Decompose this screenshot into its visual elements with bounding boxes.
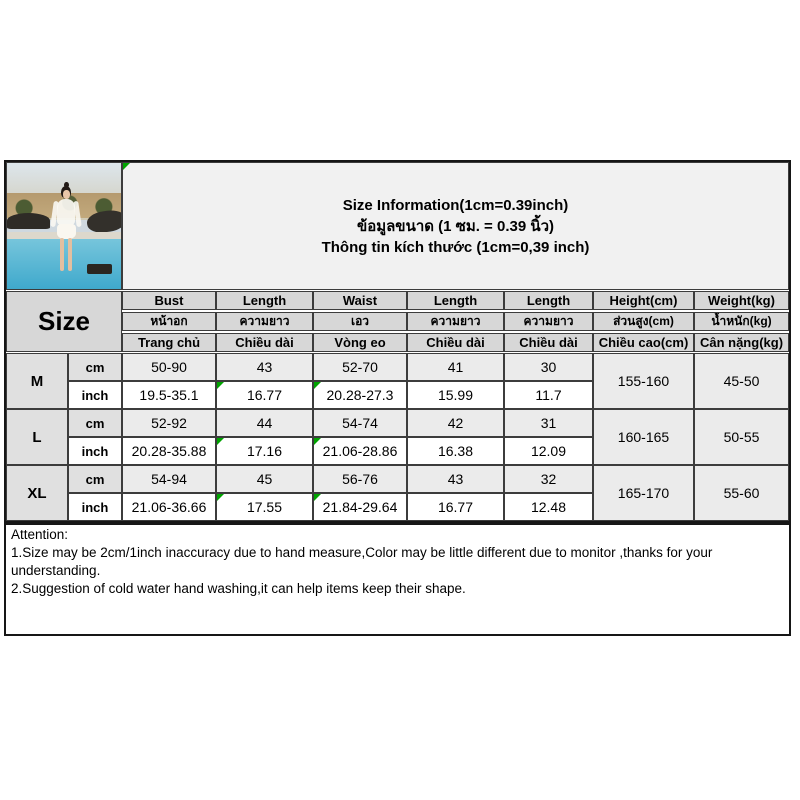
product-photo-art: [7, 163, 121, 289]
title-en: Size Information(1cm=0.39inch): [342, 196, 569, 214]
excel-flag-icon: [314, 438, 321, 445]
excel-flag-icon: [217, 438, 224, 445]
table-cell: 15.99: [407, 381, 504, 409]
weight-cell-l: 50-55: [694, 409, 789, 465]
table-cell: 50-90: [122, 353, 216, 381]
col-header-length2-th: ความยาว: [407, 312, 504, 331]
col-header-length3-th: ความยาว: [504, 312, 593, 331]
excel-flag-icon: [123, 163, 130, 170]
table-cell: 17.55: [216, 493, 313, 521]
col-header-length1-vi: Chiều dài: [216, 333, 313, 352]
title-th: ข้อมูลขนาด (1 ซม. = 0.39 นิ้ว): [356, 217, 555, 235]
size-row-label-xl: XL: [6, 465, 68, 521]
table-cell: 43: [407, 465, 504, 493]
attention-line-2: 2.Suggestion of cold water hand washing,…: [11, 581, 466, 596]
col-header-length1-th: ความยาว: [216, 312, 313, 331]
table-cell: 52-70: [313, 353, 407, 381]
excel-flag-icon: [217, 382, 224, 389]
model-figure: [50, 182, 83, 274]
col-header-weight-vi: Cân nặng(kg): [694, 333, 789, 352]
height-cell-xl: 165-170: [593, 465, 694, 521]
table-cell: 42: [407, 409, 504, 437]
attention-note: Attention: 1.Size may be 2cm/1inch inacc…: [4, 523, 791, 636]
table-cell: 21.06-36.66: [122, 493, 216, 521]
size-row-label-m: M: [6, 353, 68, 409]
excel-flag-icon: [314, 494, 321, 501]
col-header-bust-th: หน้าอก: [122, 312, 216, 331]
table-cell: 44: [216, 409, 313, 437]
weight-cell-xl: 55-60: [694, 465, 789, 521]
table-cell: 19.5-35.1: [122, 381, 216, 409]
table-cell: 12.09: [504, 437, 593, 465]
table-cell: 16.38: [407, 437, 504, 465]
size-column-header: Size: [6, 291, 122, 352]
size-row-label-l: L: [6, 409, 68, 465]
table-cell: 30: [504, 353, 593, 381]
col-header-height-th: ส่วนสูง(cm): [593, 312, 694, 331]
col-header-waist-vi: Vòng eo: [313, 333, 407, 352]
unit-label-inch: inch: [68, 381, 122, 409]
col-header-weight-th: น้ำหนัก(kg): [694, 312, 789, 331]
table-cell: 17.16: [216, 437, 313, 465]
col-header-waist-th: เอว: [313, 312, 407, 331]
unit-label-cm: cm: [68, 465, 122, 493]
table-cell: 31: [504, 409, 593, 437]
size-info-title-cell: Size Information(1cm=0.39inch) ข้อมูลขนา…: [122, 162, 789, 290]
col-header-weight-en: Weight(kg): [694, 291, 789, 310]
unit-label-inch: inch: [68, 437, 122, 465]
table-cell: 11.7: [504, 381, 593, 409]
table-cell: 32: [504, 465, 593, 493]
col-header-waist-en: Waist: [313, 291, 407, 310]
height-cell-l: 160-165: [593, 409, 694, 465]
col-header-height-en: Height(cm): [593, 291, 694, 310]
table-cell: 41: [407, 353, 504, 381]
col-header-bust-vi: Trang chủ: [122, 333, 216, 352]
unit-label-cm: cm: [68, 353, 122, 381]
col-header-length3-en: Length: [504, 291, 593, 310]
title-vi: Thông tin kích thước (1cm=0,39 inch): [321, 238, 590, 256]
col-header-length3-vi: Chiều dài: [504, 333, 593, 352]
unit-label-inch: inch: [68, 493, 122, 521]
table-cell: 20.28-27.3: [313, 381, 407, 409]
col-header-length2-vi: Chiều dài: [407, 333, 504, 352]
height-cell-m: 155-160: [593, 353, 694, 409]
col-header-height-vi: Chiều cao(cm): [593, 333, 694, 352]
umbrella-icon: [7, 213, 51, 229]
unit-label-cm: cm: [68, 409, 122, 437]
table-cell: 56-76: [313, 465, 407, 493]
table-cell: 21.84-29.64: [313, 493, 407, 521]
col-header-bust-en: Bust: [122, 291, 216, 310]
attention-line-1: 1.Size may be 2cm/1inch inaccuracy due t…: [11, 545, 713, 578]
excel-flag-icon: [314, 382, 321, 389]
table-cell: 45: [216, 465, 313, 493]
excel-flag-icon: [217, 494, 224, 501]
size-chart-table: Size Information(1cm=0.39inch) ข้อมูลขนา…: [4, 160, 791, 523]
table-cell: 16.77: [407, 493, 504, 521]
attention-heading: Attention:: [11, 527, 69, 542]
table-cell: 43: [216, 353, 313, 381]
col-header-length1-en: Length: [216, 291, 313, 310]
table-cell: 21.06-28.86: [313, 437, 407, 465]
table-cell: 52-92: [122, 409, 216, 437]
weight-cell-m: 45-50: [694, 353, 789, 409]
table-cell: 54-74: [313, 409, 407, 437]
table-cell: 54-94: [122, 465, 216, 493]
table-cell: 12.48: [504, 493, 593, 521]
product-photo: [6, 162, 122, 290]
table-cell: 20.28-35.88: [122, 437, 216, 465]
table-cell: 16.77: [216, 381, 313, 409]
col-header-length2-en: Length: [407, 291, 504, 310]
